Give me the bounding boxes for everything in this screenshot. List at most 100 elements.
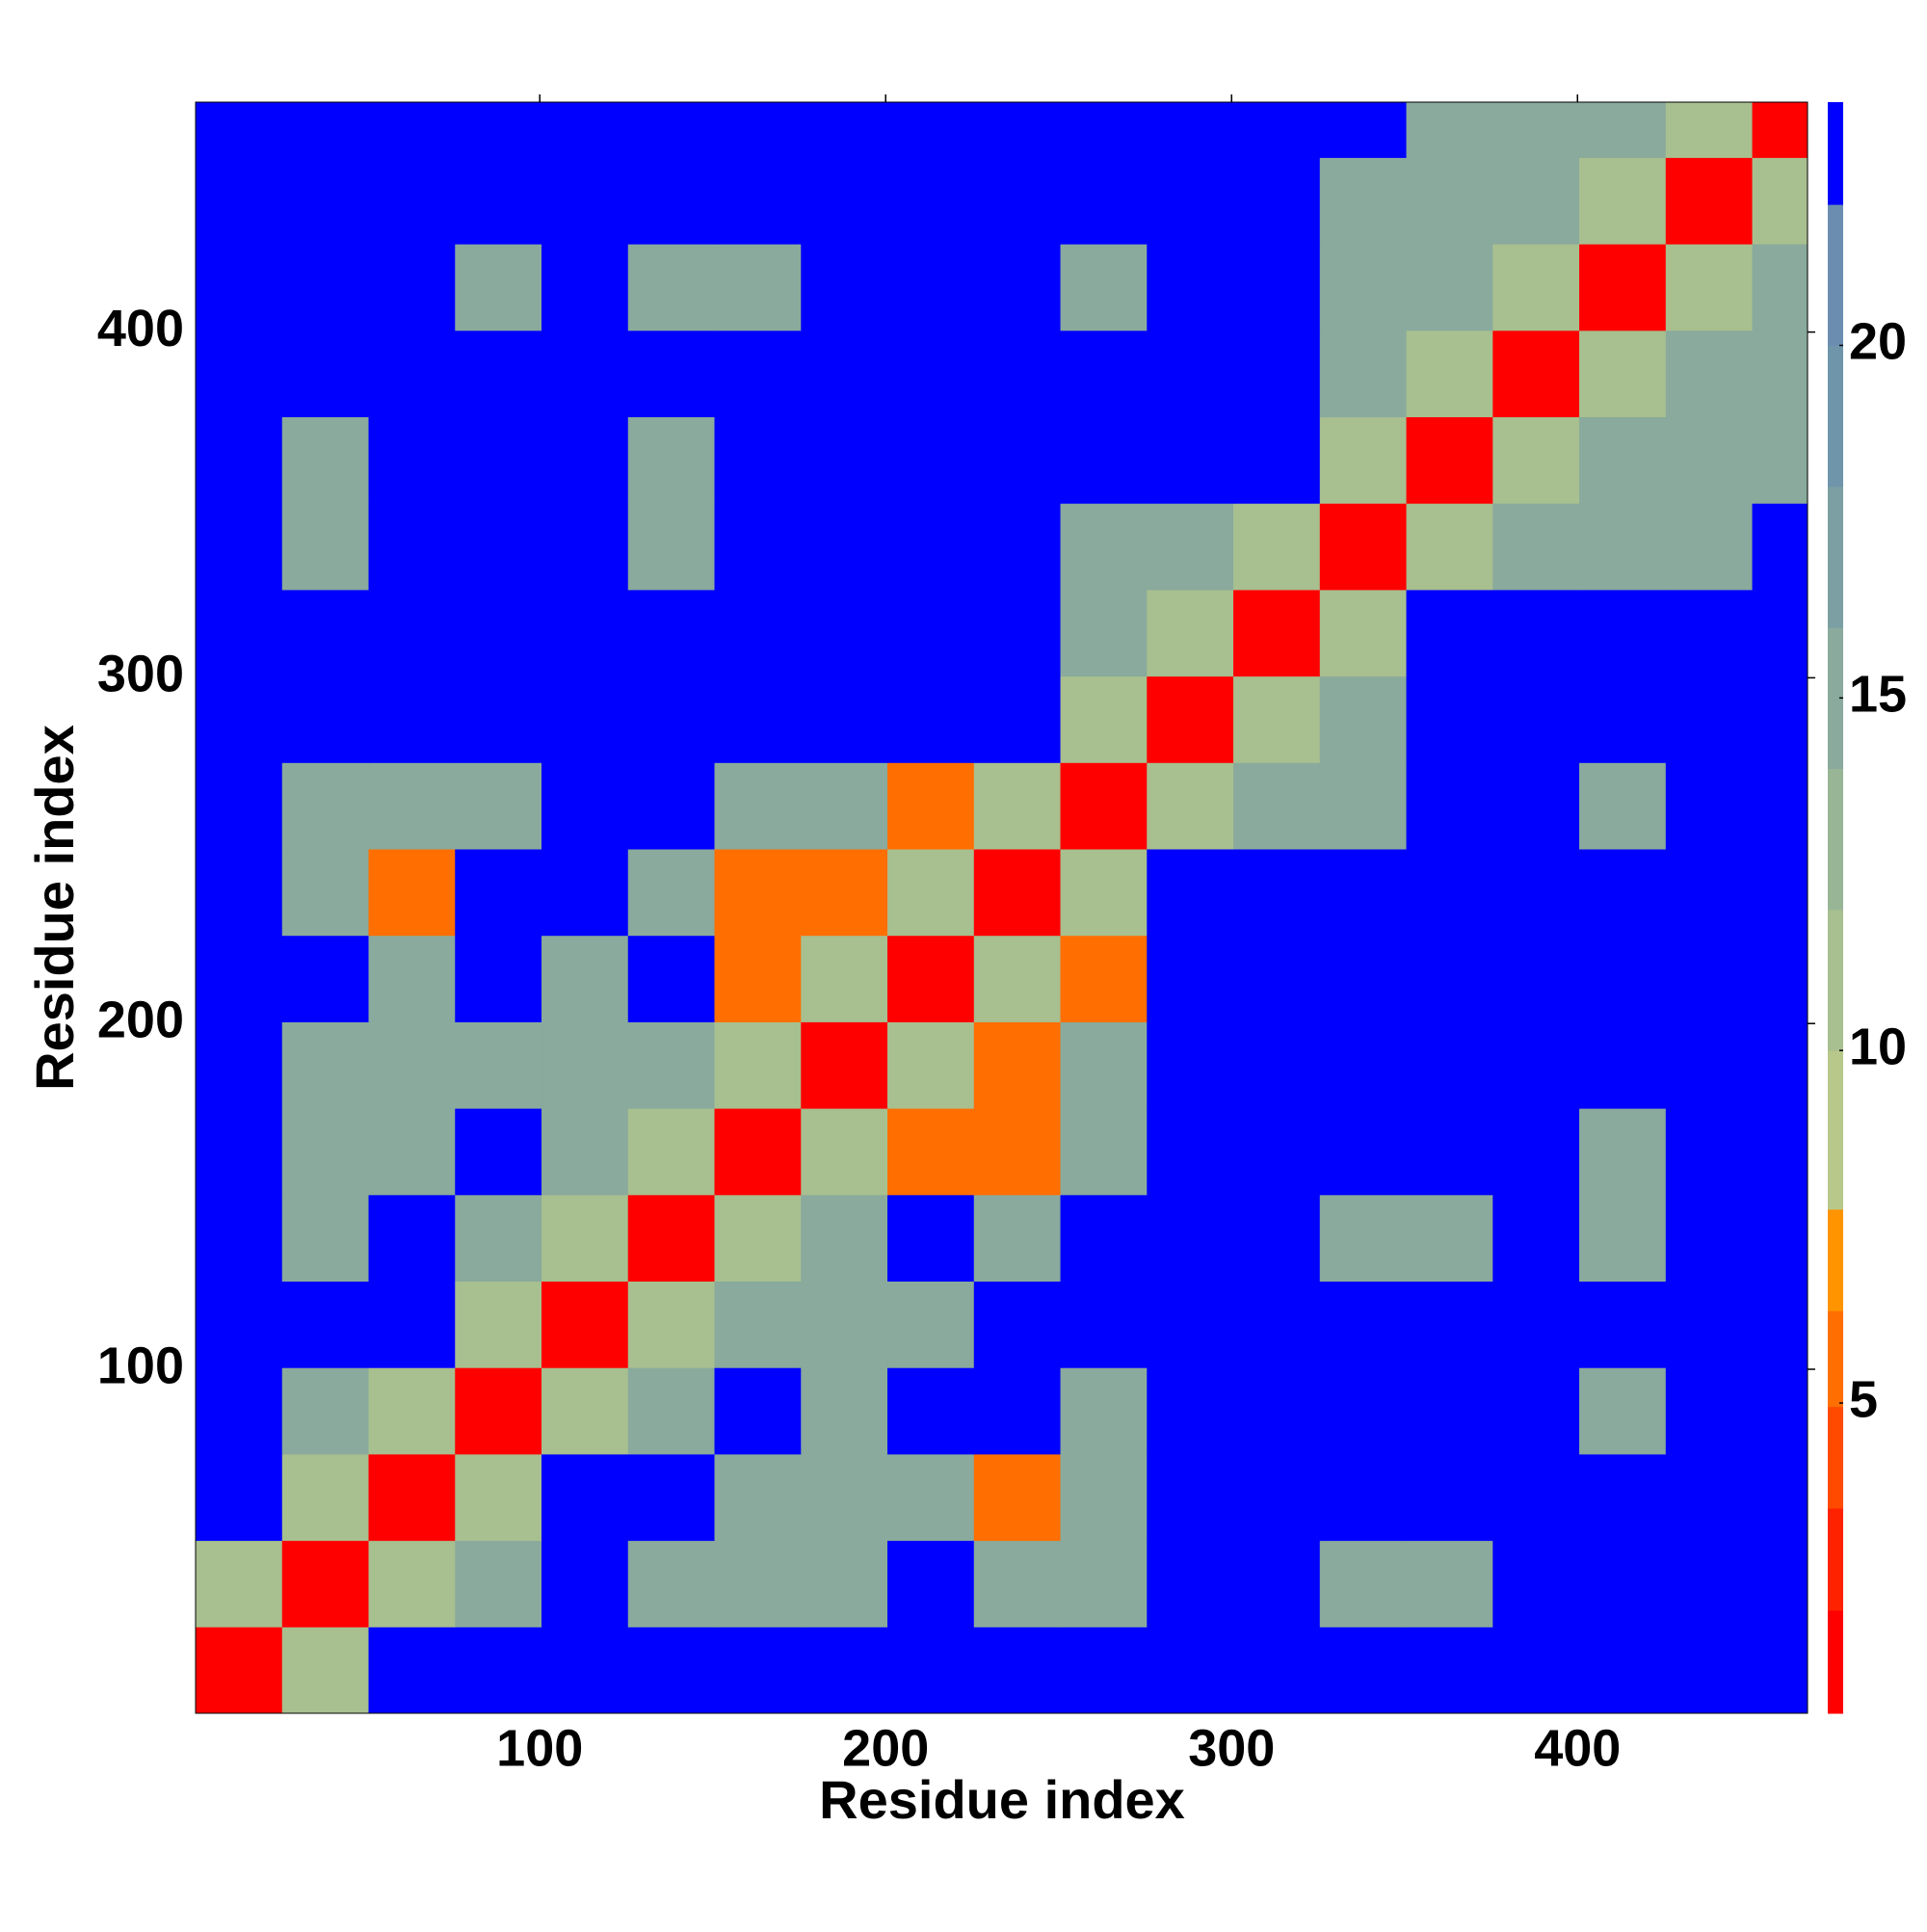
heatmap-cell — [714, 416, 802, 504]
colorbar-tick-label: 15 — [1849, 666, 1907, 724]
x-tick-label: 200 — [842, 1719, 929, 1777]
heatmap-cell — [1752, 102, 1808, 158]
heatmap-cell — [1319, 935, 1408, 1022]
heatmap-cell — [887, 849, 975, 937]
heatmap-cell — [627, 244, 716, 331]
heatmap-cell — [1752, 503, 1808, 591]
heatmap-cell — [541, 589, 629, 677]
heatmap-cell — [368, 762, 456, 850]
heatmap-cell — [196, 675, 283, 763]
heatmap-cell — [541, 762, 629, 850]
heatmap-cell — [1233, 102, 1321, 158]
heatmap-cell — [1060, 1108, 1148, 1196]
heatmap-cell — [281, 1453, 370, 1542]
heatmap-cell — [1752, 1021, 1808, 1109]
heatmap-cell — [455, 1108, 542, 1196]
heatmap-cell — [973, 1281, 1062, 1368]
heatmap-cell — [1060, 1021, 1148, 1109]
heatmap-cell — [455, 244, 542, 331]
heatmap-cell — [1752, 1627, 1808, 1714]
heatmap-cell — [281, 244, 370, 331]
heatmap-cell — [1147, 503, 1234, 591]
heatmap-cell — [1060, 330, 1148, 418]
heatmap-cell — [1319, 1021, 1408, 1109]
heatmap-cell — [1406, 1108, 1493, 1196]
heatmap-cell — [1752, 1194, 1808, 1283]
heatmap-cell — [801, 1540, 888, 1628]
heatmap-cell — [887, 1453, 975, 1542]
heatmap-cell — [368, 849, 456, 937]
heatmap-cell — [1060, 1453, 1148, 1542]
heatmap-cell — [1060, 762, 1148, 850]
heatmap-cell — [1665, 589, 1754, 677]
heatmap-cell — [1665, 102, 1754, 158]
heatmap-cell — [1147, 589, 1234, 677]
heatmap-cell — [627, 1281, 716, 1368]
heatmap-cell — [801, 762, 888, 850]
heatmap-cell — [714, 762, 802, 850]
heatmap-cell — [627, 1367, 716, 1455]
heatmap-cell — [455, 1367, 542, 1455]
heatmap-cell — [1752, 762, 1808, 850]
heatmap-cell — [887, 1021, 975, 1109]
heatmap-cell — [1319, 1281, 1408, 1368]
heatmap-cell — [368, 675, 456, 763]
heatmap-cell — [801, 1021, 888, 1109]
heatmap-cell — [1147, 849, 1234, 937]
heatmap-cell — [196, 330, 283, 418]
heatmap-cell — [1579, 1108, 1667, 1196]
plot-frame — [195, 101, 1808, 1714]
heatmap-cell — [455, 849, 542, 937]
heatmap-cell — [801, 330, 888, 418]
heatmap-cell — [541, 1367, 629, 1455]
heatmap-cell — [1752, 935, 1808, 1022]
heatmap-cell — [1319, 503, 1408, 591]
colorbar-level — [1828, 204, 1843, 346]
heatmap-cell — [1147, 1194, 1234, 1283]
heatmap-cell — [1147, 102, 1234, 158]
heatmap-cell — [1492, 675, 1580, 763]
heatmap-cell — [1579, 102, 1667, 158]
heatmap-cell — [1060, 1540, 1148, 1628]
heatmap-cell — [1665, 416, 1754, 504]
heatmap-cell — [1492, 503, 1580, 591]
heatmap-cell — [1319, 1540, 1408, 1628]
x-axis-title: Residue index — [819, 1769, 1185, 1830]
heatmap-cell — [281, 589, 370, 677]
colorbar-level — [1828, 768, 1843, 911]
heatmap-cell — [714, 1194, 802, 1283]
heatmap-cell — [1665, 1021, 1754, 1109]
heatmap-cell — [973, 849, 1062, 937]
heatmap-cell — [627, 1021, 716, 1109]
heatmap-cell — [196, 1194, 283, 1283]
heatmap-cell — [627, 416, 716, 504]
heatmap-cell — [801, 935, 888, 1022]
heatmap-cell — [627, 102, 716, 158]
heatmap-cell — [801, 1281, 888, 1368]
heatmap-cell — [1406, 503, 1493, 591]
heatmap-cell — [541, 1021, 629, 1109]
heatmap-cell — [1060, 1194, 1148, 1283]
heatmap-cell — [1579, 1367, 1667, 1455]
heatmap-cell — [1406, 416, 1493, 504]
heatmap-cell — [1492, 1281, 1580, 1368]
heatmap-cell — [196, 935, 283, 1022]
heatmap-cell — [1665, 503, 1754, 591]
heatmap-cell — [801, 849, 888, 937]
heatmap-cell — [281, 849, 370, 937]
heatmap-cell — [455, 1194, 542, 1283]
heatmap-cell — [368, 1021, 456, 1109]
heatmap-cell — [887, 1367, 975, 1455]
heatmap-cell — [541, 244, 629, 331]
y-tick-label: 100 — [97, 1337, 184, 1394]
heatmap-cell — [196, 503, 283, 591]
heatmap — [196, 102, 1808, 1714]
heatmap-cell — [887, 935, 975, 1022]
y-tick-label: 300 — [97, 646, 184, 703]
heatmap-cell — [1060, 416, 1148, 504]
heatmap-cell — [1319, 416, 1408, 504]
heatmap-cell — [1147, 935, 1234, 1022]
heatmap-cell — [1406, 589, 1493, 677]
heatmap-cell — [1579, 244, 1667, 331]
heatmap-cell — [281, 675, 370, 763]
